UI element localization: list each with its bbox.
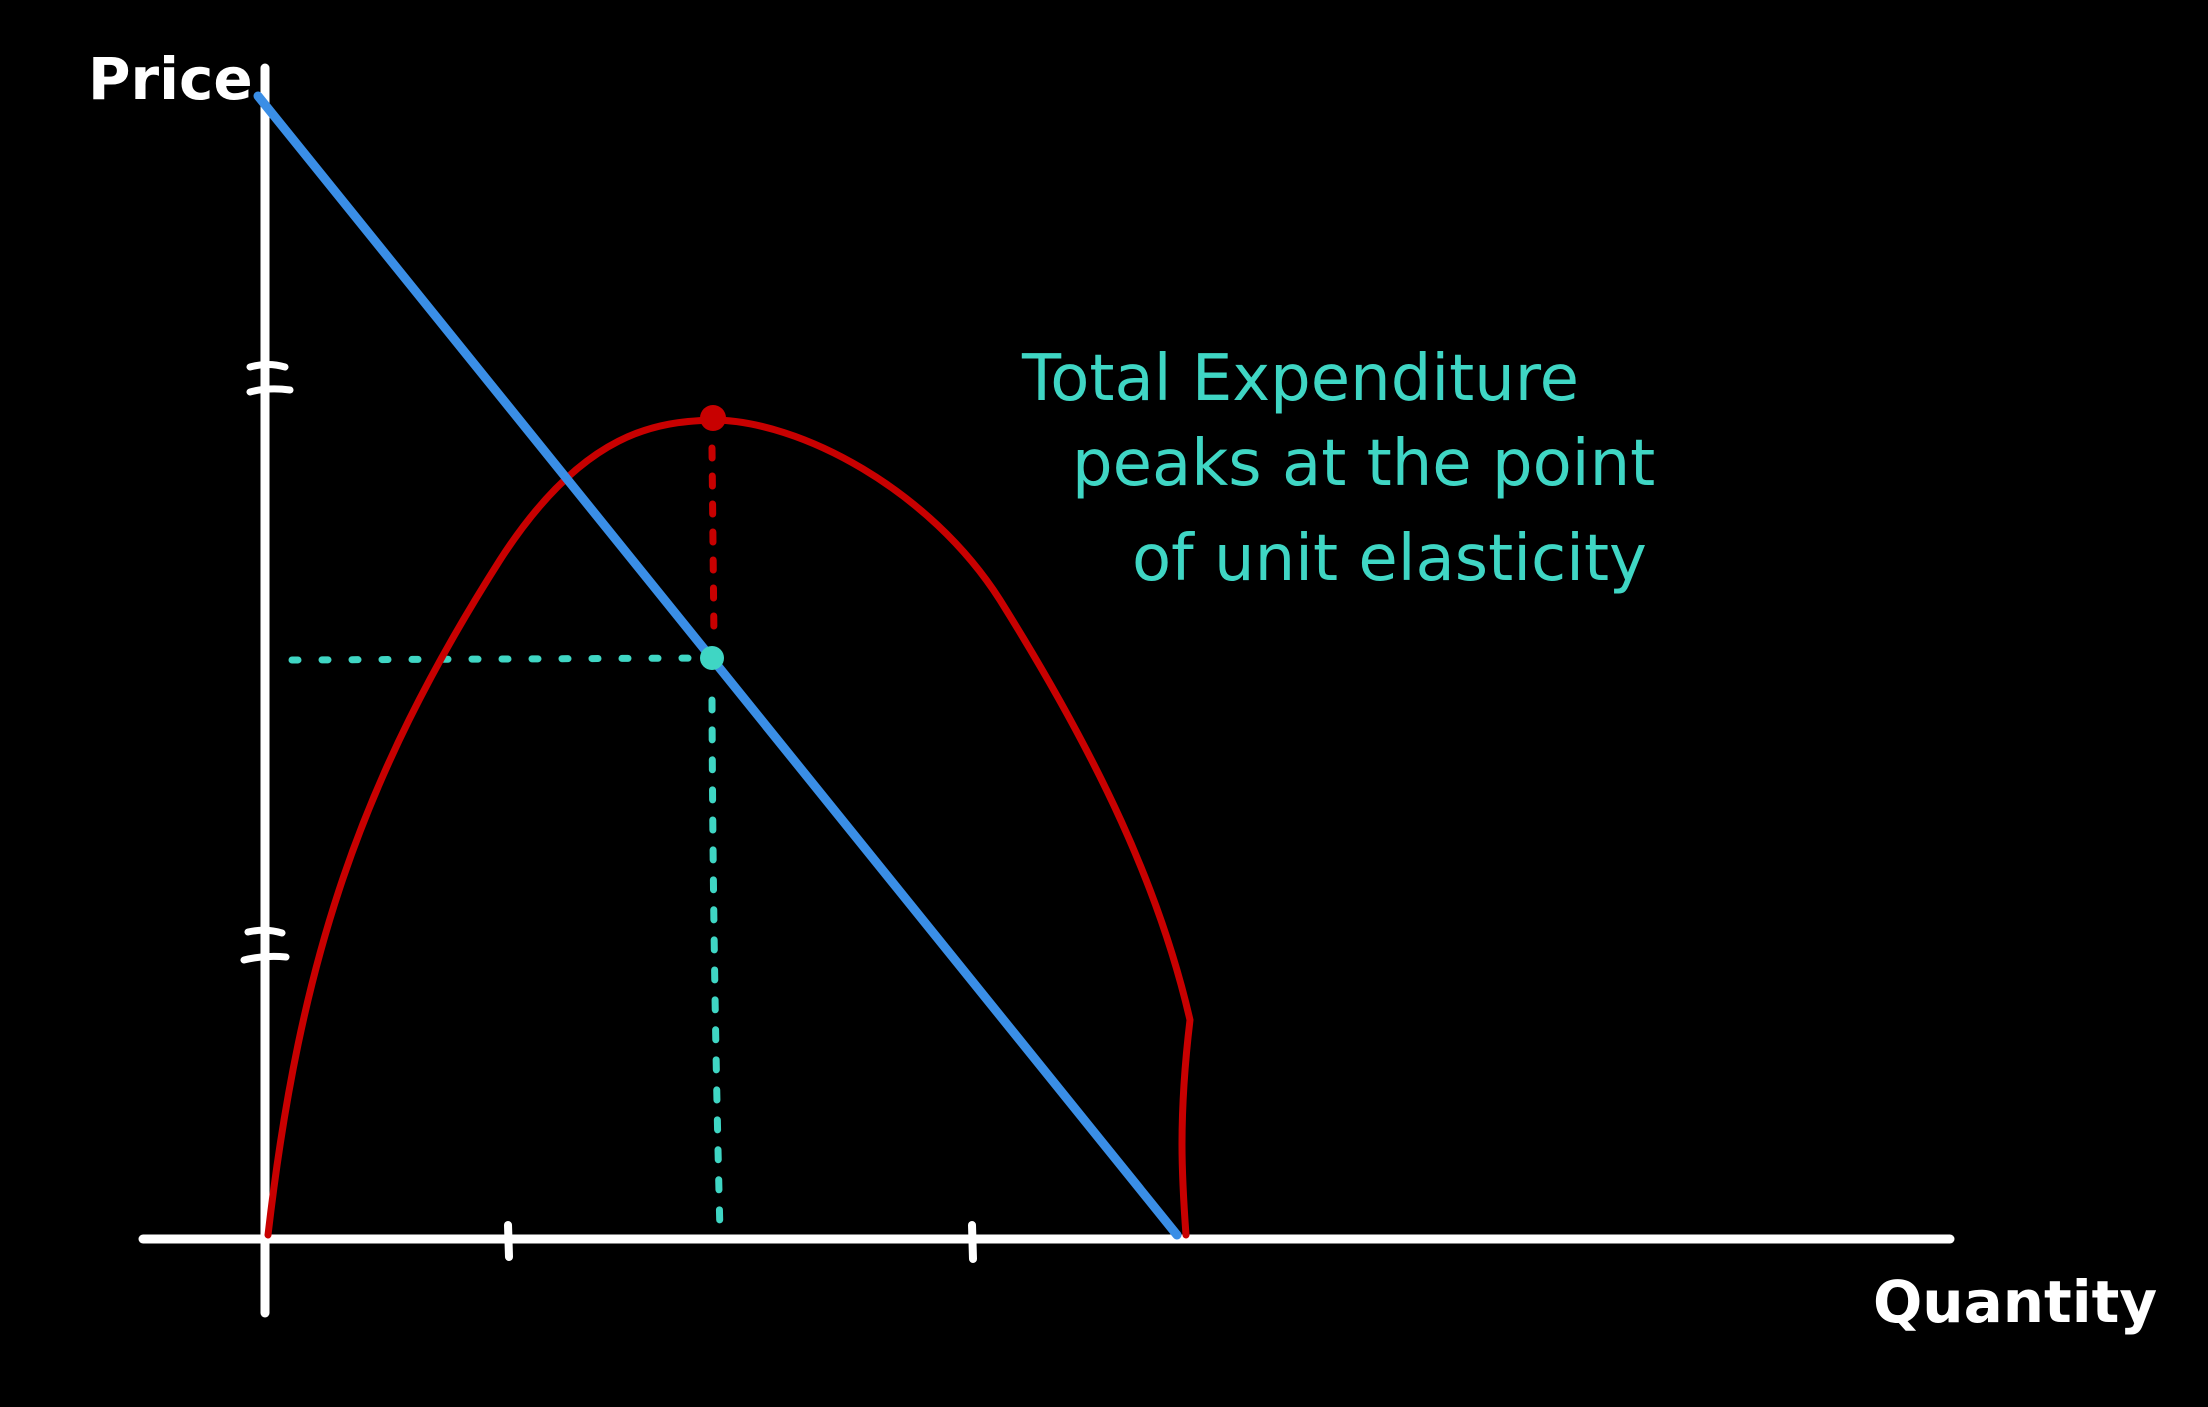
total-expenditure-curve [264,416,1194,1239]
y-axis-label: Price [88,45,253,113]
x-tick-2 [968,1221,977,1263]
vertical-guide [708,696,724,1236]
y-axis-ticks [240,361,294,964]
y-tick-lower [240,926,290,964]
annotation-line-2: peaks at the point [1072,427,1655,501]
unit-elasticity-point [700,646,724,670]
x-axis-label: Quantity [1873,1268,2157,1336]
guide-lines [288,654,724,1236]
annotation: Total Expenditure peaks at the point of … [1021,342,1655,596]
y-tick-upper [246,361,294,396]
axes [138,63,1955,1318]
peak-guide [708,444,718,644]
annotation-line-3: of unit elasticity [1132,522,1647,596]
horizontal-guide [288,654,716,664]
x-tick-1 [504,1221,513,1261]
x-axis-ticks [504,1221,977,1263]
annotation-line-1: Total Expenditure [1021,342,1579,416]
peak-point [700,405,726,431]
